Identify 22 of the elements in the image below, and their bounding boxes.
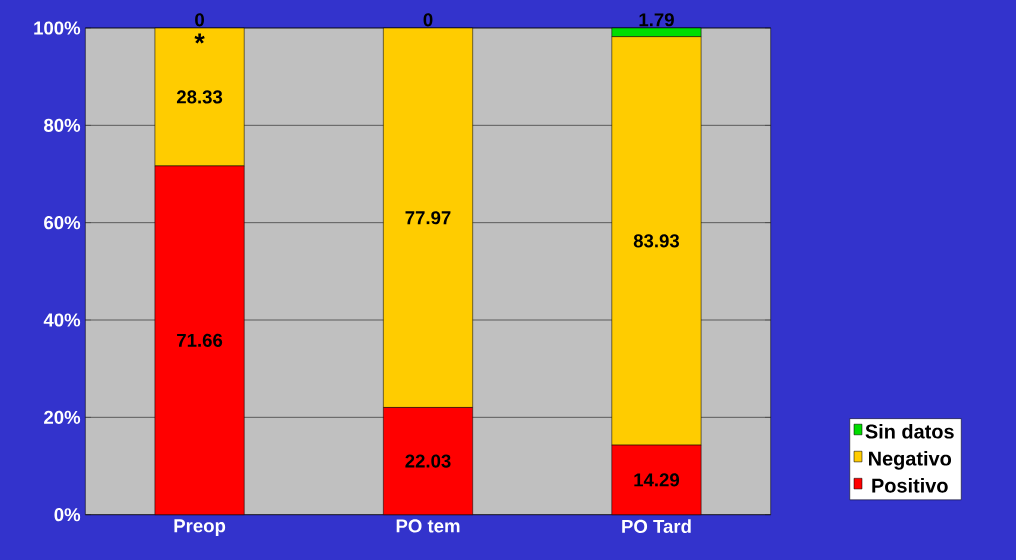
y-tick-label: 80%: [44, 118, 81, 132]
data-label: 22.03: [405, 454, 451, 468]
x-tick-label: PO Tard: [622, 519, 691, 534]
data-label: 0: [423, 13, 433, 27]
annotation: *: [194, 33, 205, 44]
data-label: 77.97: [405, 211, 451, 225]
y-tick-label: 40%: [43, 313, 81, 327]
data-label: 14.29: [634, 473, 680, 487]
data-label: 71.66: [177, 333, 223, 347]
x-tick-label: PO tem: [396, 519, 460, 533]
y-tick-label: 60%: [44, 216, 81, 230]
data-label: 1.79: [639, 13, 674, 27]
data-label: 83.93: [633, 234, 680, 248]
legend-label: Sin datos: [865, 423, 954, 439]
legend-label: Negativo: [869, 451, 952, 470]
y-tick-label: 100%: [34, 21, 81, 35]
x-tick-label: Preop: [174, 519, 226, 537]
data-label: 0: [195, 13, 204, 27]
data-label: 28.33: [176, 90, 223, 104]
y-tick-label: 0%: [54, 508, 81, 522]
y-tick-label: 20%: [44, 410, 81, 424]
legend-label: Positivo: [872, 478, 948, 493]
